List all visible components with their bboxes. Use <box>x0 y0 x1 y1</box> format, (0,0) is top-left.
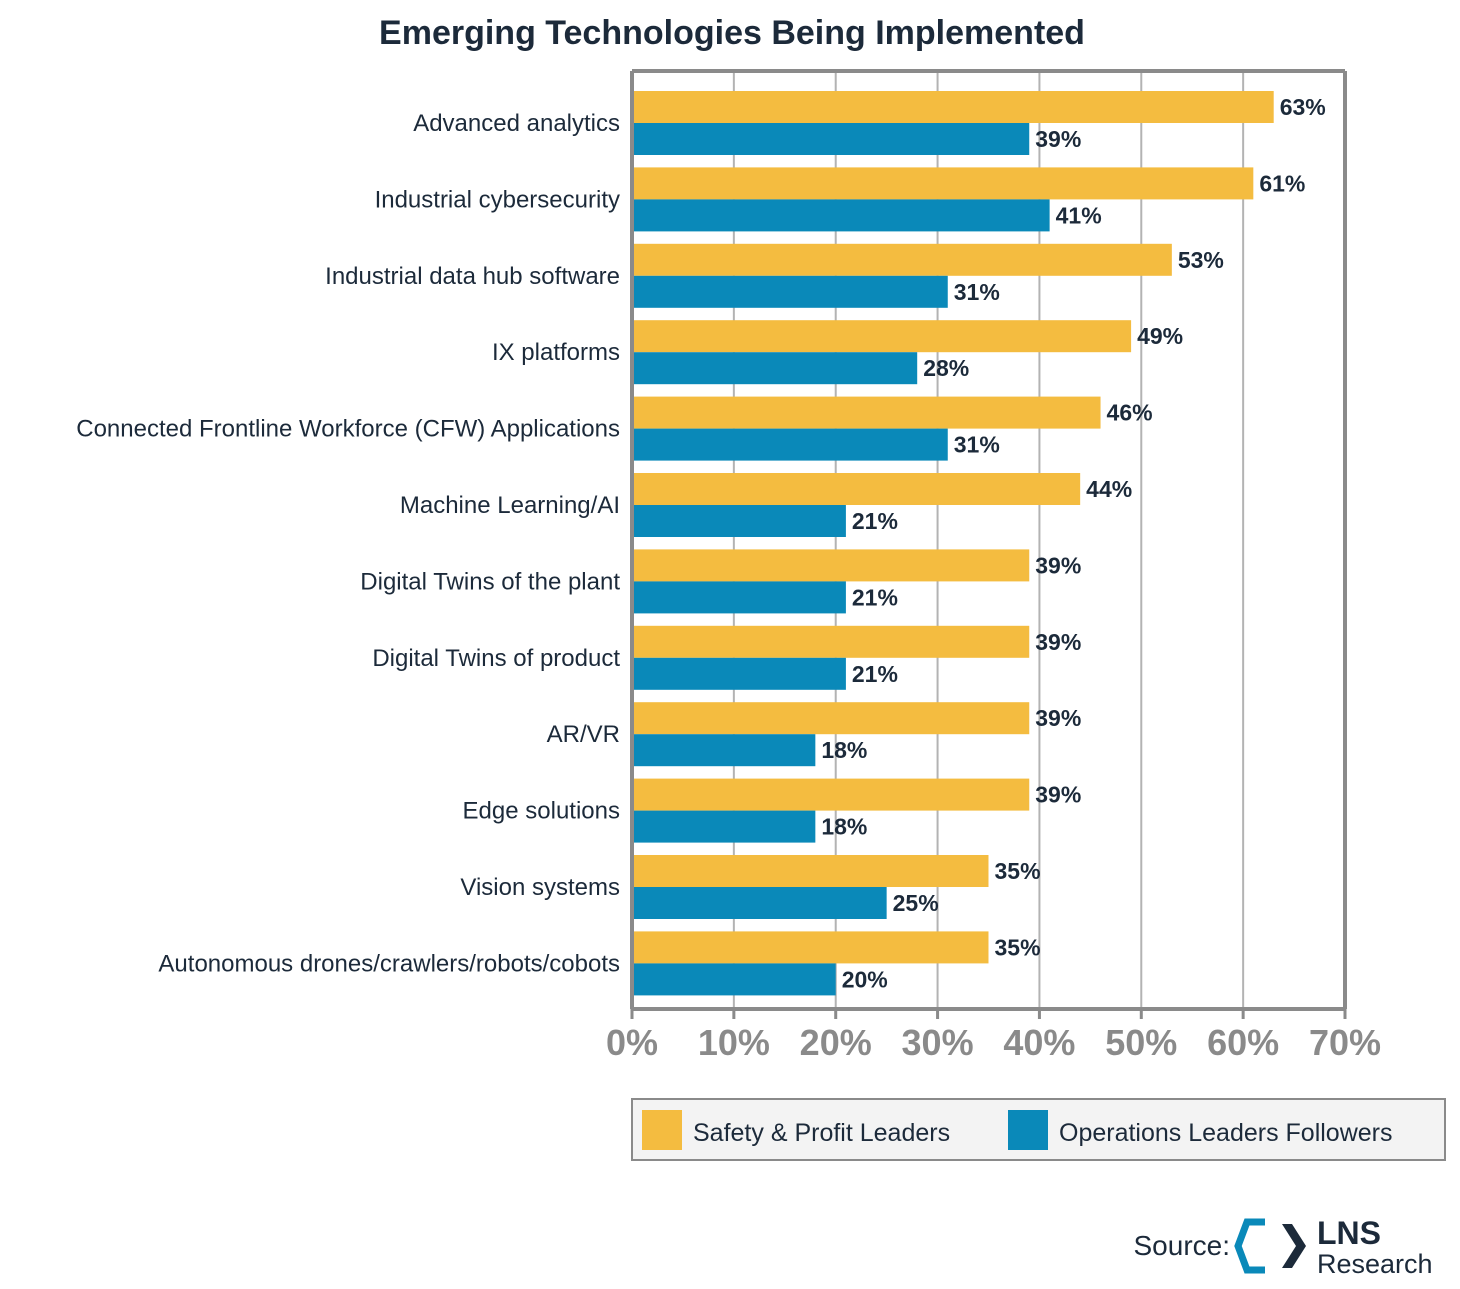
x-tick-label: 10% <box>698 1022 770 1063</box>
bar-autonomous-drones-crawlers-robots-cobots-operations-leaders-followers <box>632 963 836 996</box>
bar-industrial-cybersecurity-safety-profit-leaders <box>632 167 1254 200</box>
data-label: 63% <box>1280 94 1326 120</box>
data-label: 35% <box>995 934 1041 960</box>
data-label: 49% <box>1137 323 1183 349</box>
bar-industrial-data-hub-software-safety-profit-leaders <box>632 243 1172 276</box>
category-label: Vision systems <box>460 874 620 901</box>
chart-title: Emerging Technologies Being Implemented <box>379 14 1085 52</box>
x-axis-ticks: 0% 10% 20% 30% 40% 50% 60% 70% <box>606 1022 1381 1063</box>
data-label: 21% <box>852 508 898 534</box>
data-label: 28% <box>923 355 969 381</box>
data-label: 39% <box>1035 705 1081 731</box>
source-label: Source: <box>1134 1230 1231 1261</box>
bar-edge-solutions-safety-profit-leaders <box>632 778 1030 811</box>
category-label: IX platforms <box>492 339 620 366</box>
data-label: 39% <box>1035 126 1081 152</box>
bar-digital-twins-of-the-plant-operations-leaders-followers <box>632 581 846 614</box>
x-tick-label: 50% <box>1105 1022 1177 1063</box>
data-label: 44% <box>1086 476 1132 502</box>
category-label: AR/VR <box>547 721 620 748</box>
category-labels: Advanced analytics Industrial cybersecuri… <box>76 110 620 977</box>
category-label: Advanced analytics <box>413 110 620 137</box>
bar-connected-frontline-workforce-cfw-applications-operations-leaders-followers <box>632 428 948 461</box>
data-labels: 63% 39% 61% 41% 53% 31% 49% 28% 46% 31% 44% 21% 39% 2… <box>821 94 1325 992</box>
category-label: Industrial data hub software <box>325 263 620 290</box>
category-label: Edge solutions <box>463 798 620 825</box>
bar-machine-learning-ai-safety-profit-leaders <box>632 473 1081 505</box>
x-tick-label: 20% <box>800 1022 872 1063</box>
x-tick-label: 0% <box>606 1022 658 1063</box>
bar-digital-twins-of-the-plant-safety-profit-leaders <box>632 549 1030 582</box>
data-label: 61% <box>1259 170 1305 196</box>
data-label: 39% <box>1035 782 1081 808</box>
category-label: Machine Learning/AI <box>400 492 620 519</box>
data-label: 39% <box>1035 629 1081 655</box>
source-credit: Source: LNS Research <box>1134 1215 1433 1279</box>
bars <box>632 91 1274 996</box>
bar-ix-platforms-operations-leaders-followers <box>632 352 918 385</box>
bar-edge-solutions-operations-leaders-followers <box>632 810 816 843</box>
category-label: Digital Twins of the plant <box>360 568 620 595</box>
category-label: Autonomous drones/crawlers/robots/cobots <box>158 950 620 977</box>
legend: Safety & Profit Leaders Operations Leade… <box>631 1098 1446 1161</box>
legend-swatch-operations-leaders-followers <box>1008 1110 1048 1150</box>
plot-frame <box>630 69 1347 1019</box>
data-label: 21% <box>852 584 898 610</box>
data-label: 31% <box>954 432 1000 458</box>
category-label: Industrial cybersecurity <box>375 186 620 213</box>
data-label: 35% <box>995 858 1041 884</box>
lns-logo-mark-icon <box>1234 1218 1306 1274</box>
x-tick-label: 30% <box>902 1022 974 1063</box>
bar-digital-twins-of-product-operations-leaders-followers <box>632 657 846 690</box>
bar-ix-platforms-safety-profit-leaders <box>632 320 1132 353</box>
data-label: 20% <box>842 966 888 992</box>
bar-vision-systems-safety-profit-leaders <box>632 855 989 887</box>
data-label: 18% <box>821 737 867 763</box>
data-label: 31% <box>954 279 1000 305</box>
data-label: 21% <box>852 661 898 687</box>
bar-industrial-data-hub-software-operations-leaders-followers <box>632 275 948 308</box>
logo-text-lns: LNS <box>1317 1215 1381 1251</box>
x-tick-label: 70% <box>1309 1022 1381 1063</box>
bar-vision-systems-operations-leaders-followers <box>632 887 887 919</box>
bar-advanced-analytics-safety-profit-leaders <box>632 91 1274 123</box>
x-tick-label: 40% <box>1003 1022 1075 1063</box>
bar-connected-frontline-workforce-cfw-applications-safety-profit-leaders <box>632 396 1101 429</box>
bar-digital-twins-of-product-safety-profit-leaders <box>632 625 1030 658</box>
bar-advanced-analytics-operations-leaders-followers <box>632 123 1030 155</box>
bar-machine-learning-ai-operations-leaders-followers <box>632 505 846 537</box>
logo-text-research: Research <box>1317 1249 1433 1279</box>
data-label: 46% <box>1107 400 1153 426</box>
x-tick-label: 60% <box>1207 1022 1279 1063</box>
bar-industrial-cybersecurity-operations-leaders-followers <box>632 199 1050 232</box>
data-label: 41% <box>1056 202 1102 228</box>
data-label: 53% <box>1178 247 1224 273</box>
data-label: 18% <box>821 814 867 840</box>
bar-autonomous-drones-crawlers-robots-cobots-safety-profit-leaders <box>632 931 989 964</box>
data-label: 25% <box>893 890 939 916</box>
bar-ar-vr-operations-leaders-followers <box>632 734 816 767</box>
legend-label-safety-profit-leaders: Safety & Profit Leaders <box>693 1119 950 1147</box>
legend-label-operations-leaders-followers: Operations Leaders Followers <box>1059 1119 1393 1147</box>
legend-swatch-safety-profit-leaders <box>642 1110 682 1150</box>
category-label: Connected Frontline Workforce (CFW) Appl… <box>76 416 620 443</box>
data-label: 39% <box>1035 552 1081 578</box>
category-label: Digital Twins of product <box>372 645 620 672</box>
bar-ar-vr-safety-profit-leaders <box>632 702 1030 735</box>
